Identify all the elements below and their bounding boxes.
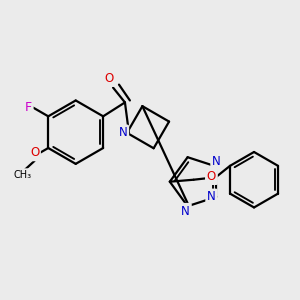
- Text: CH₃: CH₃: [14, 170, 32, 180]
- Text: O: O: [30, 146, 39, 160]
- Text: O: O: [207, 170, 216, 183]
- Text: O: O: [104, 72, 114, 85]
- Text: N: N: [181, 205, 190, 218]
- Text: N: N: [212, 155, 221, 168]
- Text: F: F: [25, 101, 32, 114]
- Text: N: N: [118, 126, 127, 140]
- Text: N: N: [207, 190, 216, 203]
